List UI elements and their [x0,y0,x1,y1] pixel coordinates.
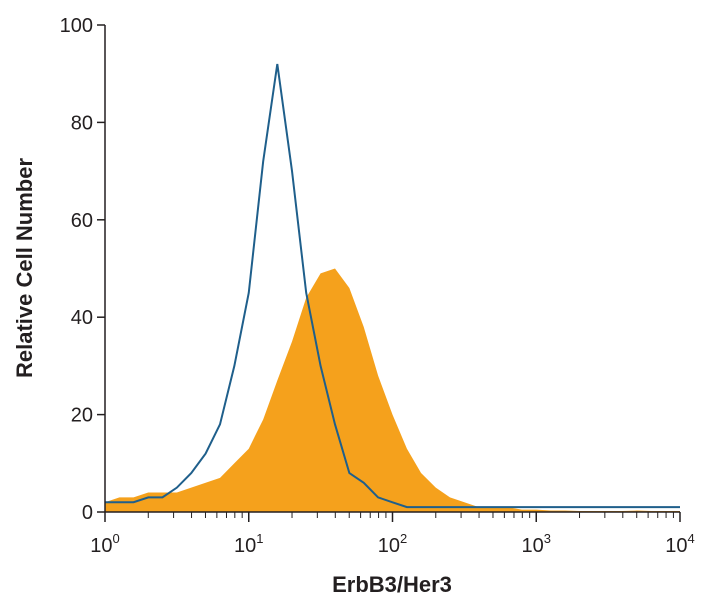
x-tick-label: 104 [665,531,694,557]
x-tick-exponent: 2 [400,531,407,546]
y-tick-label: 0 [82,502,93,524]
y-tick-label: 80 [71,112,93,134]
x-tick-exponent: 1 [256,531,263,546]
y-tick-label: 60 [71,210,93,232]
histogram-area [105,268,680,512]
x-tick-label: 103 [522,531,551,557]
y-axis-label: Relative Cell Number [12,158,37,379]
y-tick-label: 40 [71,307,93,329]
x-tick-base: 10 [665,535,687,557]
x-tick-label: 100 [90,531,119,557]
histogram-line [105,63,680,509]
y-tick-label: 20 [71,405,93,427]
x-tick-base: 10 [378,535,400,557]
x-tick-label: 101 [234,531,263,557]
x-tick-base: 10 [234,535,256,557]
x-tick-exponent: 3 [544,531,551,546]
x-tick-base: 10 [90,535,112,557]
y-tick-label: 100 [60,15,93,37]
x-tick-label: 102 [378,531,407,557]
x-axis-label: ErbB3/Her3 [332,572,452,597]
x-tick-base: 10 [522,535,544,557]
x-tick-exponent: 0 [113,531,120,546]
x-tick-exponent: 4 [688,531,695,546]
